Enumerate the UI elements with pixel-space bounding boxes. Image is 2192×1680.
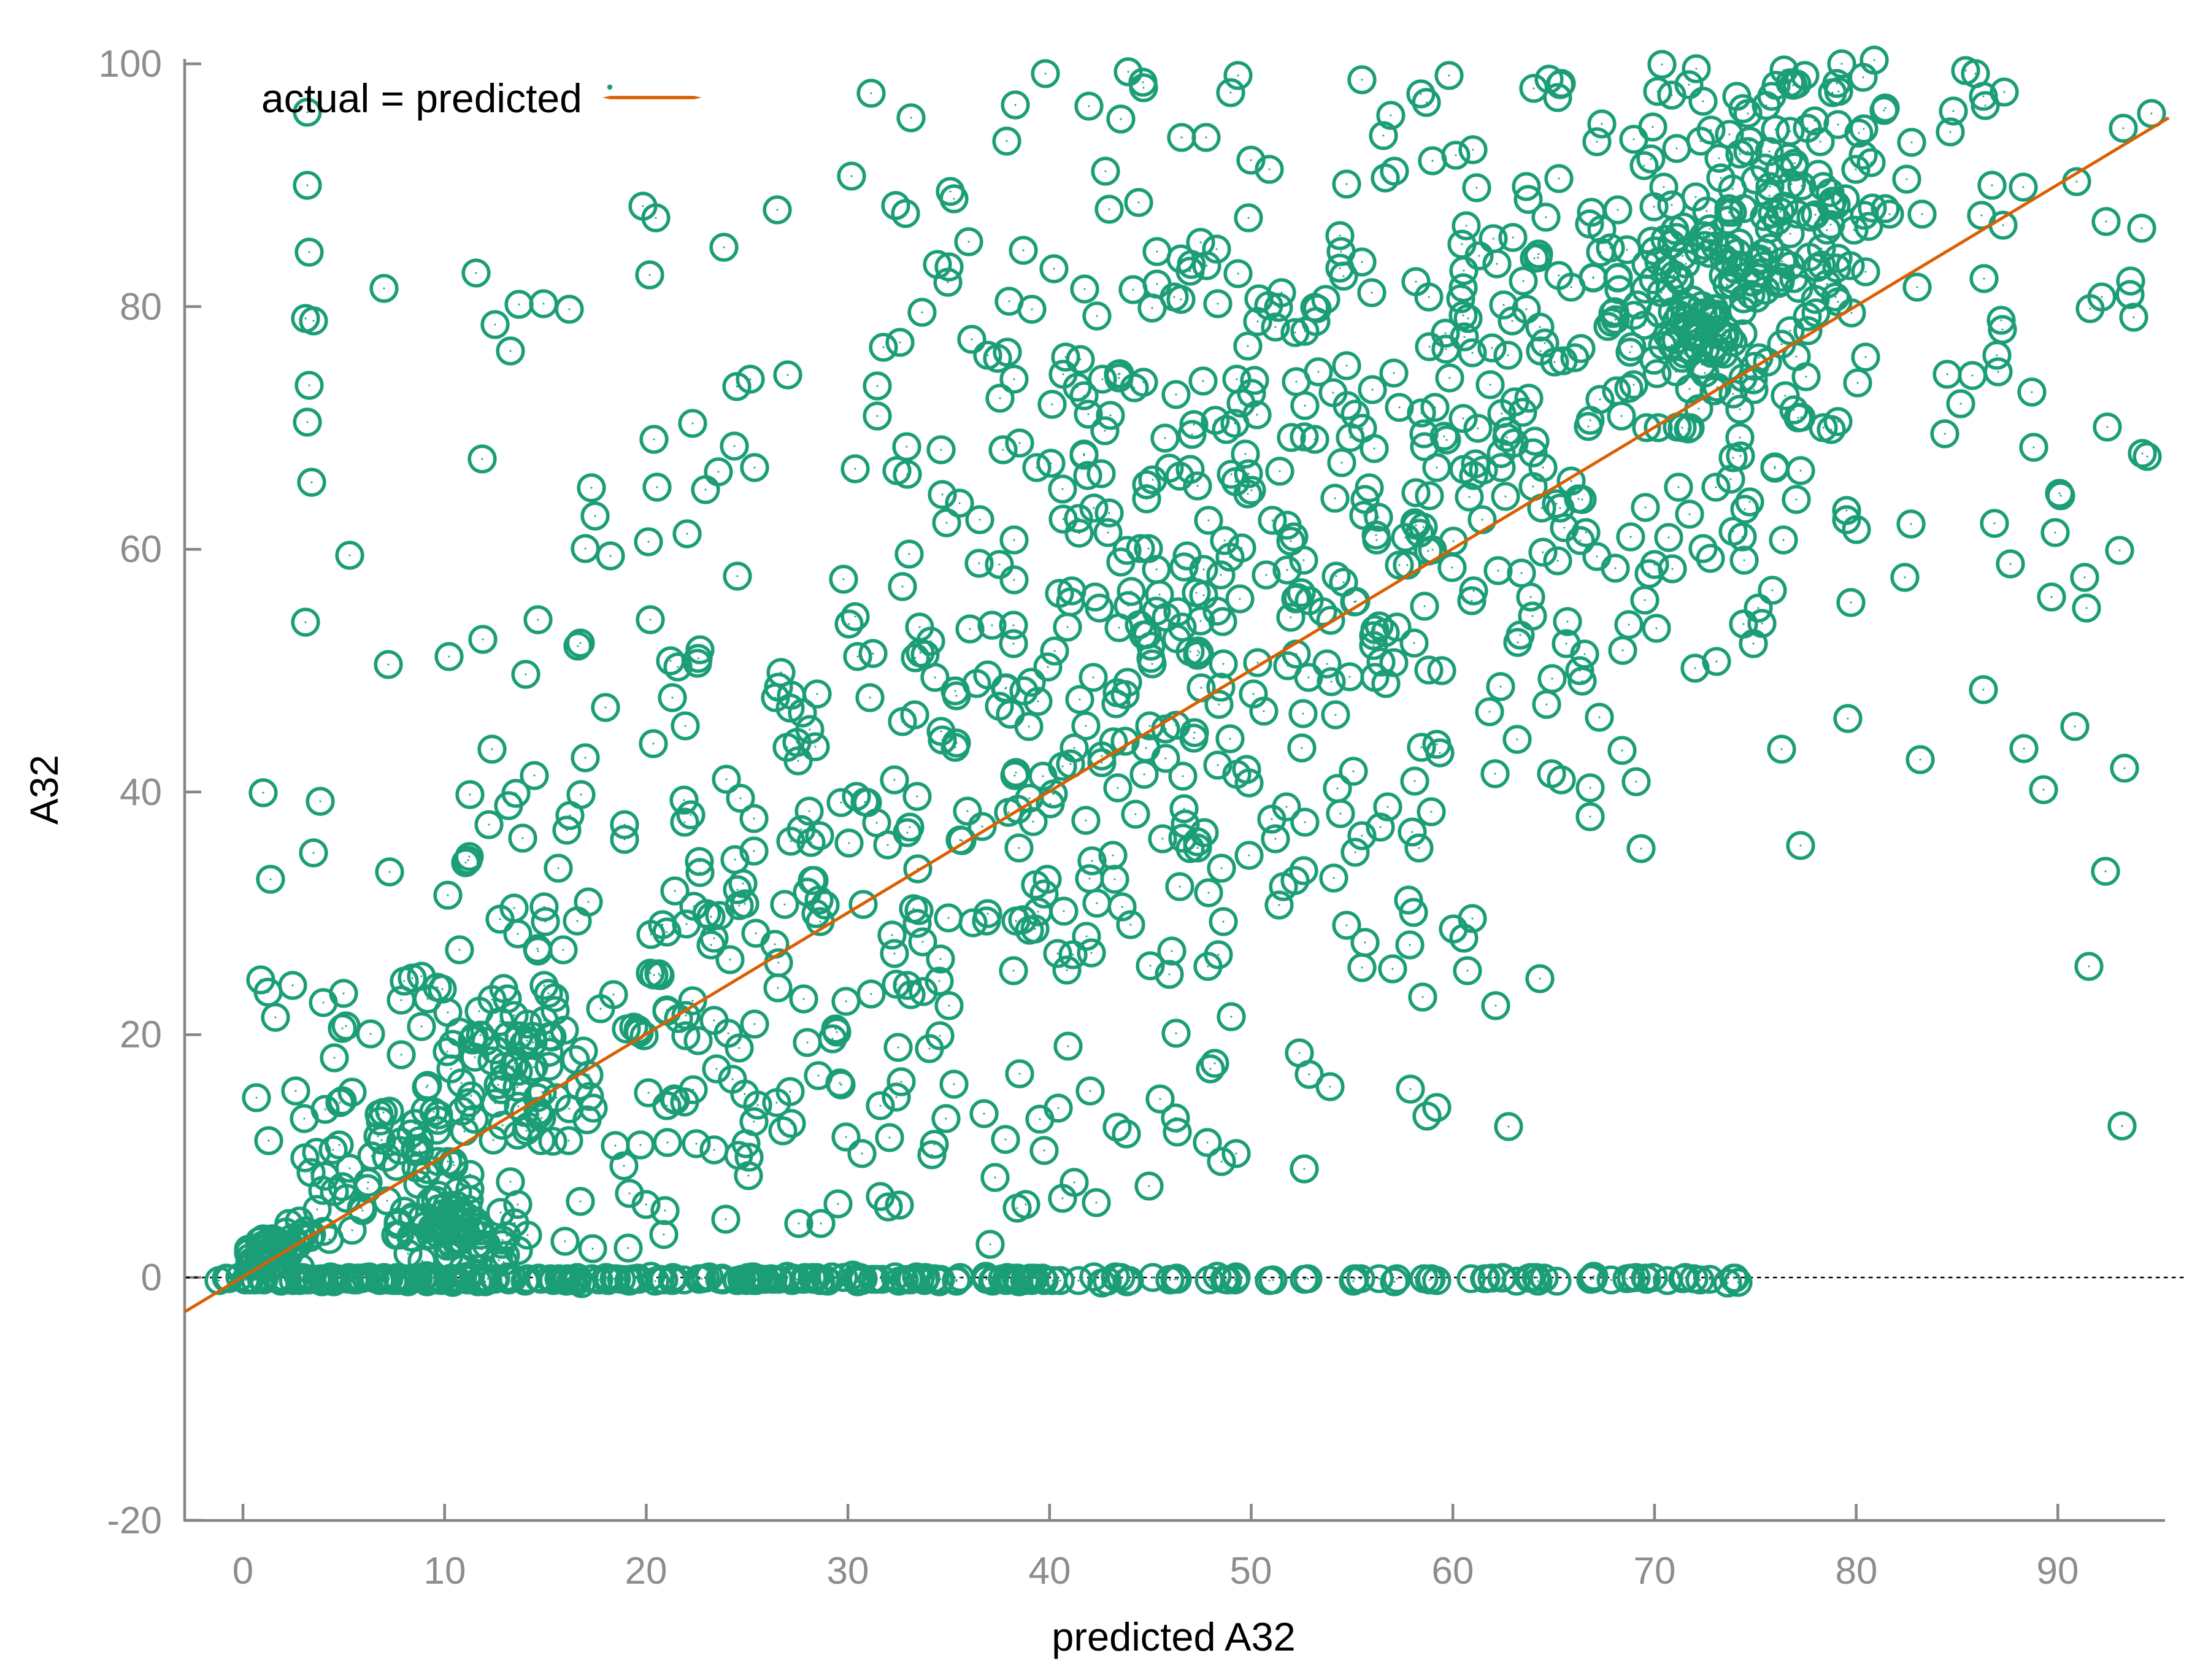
svg-text:60: 60 — [120, 528, 162, 571]
svg-text:0: 0 — [233, 1550, 253, 1592]
svg-text:80: 80 — [1836, 1550, 1878, 1592]
svg-text:-20: -20 — [107, 1500, 162, 1542]
svg-text:40: 40 — [1029, 1550, 1071, 1592]
svg-text:predicted A32: predicted A32 — [1052, 1614, 1296, 1659]
svg-text:actual = predicted: actual = predicted — [261, 75, 582, 121]
svg-text:70: 70 — [1634, 1550, 1676, 1592]
svg-text:90: 90 — [2037, 1550, 2079, 1592]
svg-text:20: 20 — [625, 1550, 667, 1592]
svg-text:80: 80 — [120, 286, 162, 328]
svg-text:100: 100 — [99, 43, 162, 85]
svg-text:30: 30 — [827, 1550, 869, 1592]
svg-text:20: 20 — [120, 1014, 162, 1056]
svg-text:60: 60 — [1432, 1550, 1474, 1592]
svg-text:50: 50 — [1230, 1550, 1272, 1592]
svg-text:10: 10 — [424, 1550, 466, 1592]
svg-text:0: 0 — [141, 1257, 162, 1299]
svg-text:40: 40 — [120, 771, 162, 814]
svg-text:A32: A32 — [22, 755, 66, 825]
